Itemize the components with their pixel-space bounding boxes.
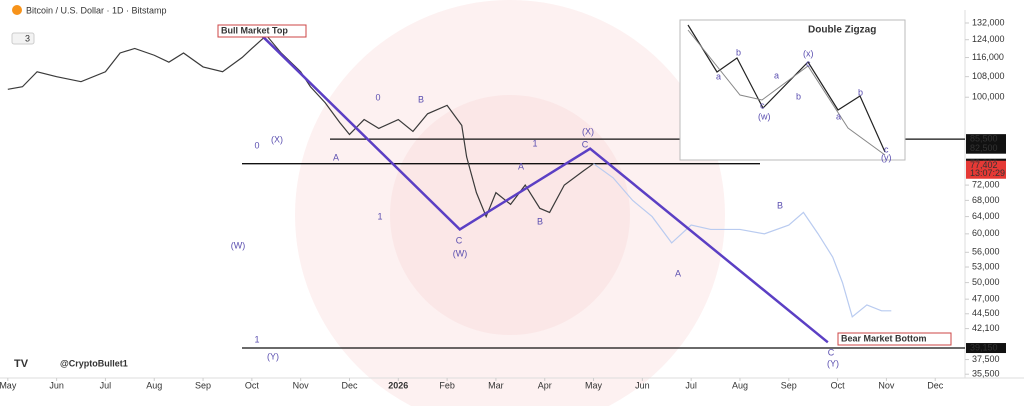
inset: Double Zigzag a b (w) c a b (x) c a b c …	[679, 19, 906, 162]
wave-label: 0	[375, 92, 380, 102]
inset-label: (w)	[758, 111, 771, 121]
y-tick-label: 50,000	[972, 277, 1000, 287]
y-tick-label: 64,000	[972, 211, 1000, 221]
x-tick-label: Mar	[488, 380, 504, 390]
y-tick-label: 100,000	[972, 92, 1005, 102]
x-tick-label: Dec	[927, 380, 944, 390]
wave-label: B	[537, 216, 543, 226]
price-line	[593, 163, 892, 318]
price-label-box	[966, 134, 1006, 145]
inset-label: b	[796, 91, 801, 101]
y-tick-label: 108,000	[972, 71, 1005, 81]
inset-box	[679, 19, 906, 161]
x-tick-label: Jul	[685, 380, 697, 390]
y-tick-label: 44,500	[972, 308, 1000, 318]
inset-label: a	[836, 111, 841, 121]
wave-label: (W)	[453, 248, 468, 258]
price-label: 82,500	[970, 143, 998, 153]
y-tick-label: 124,000	[972, 34, 1005, 44]
price-label: 77,402	[970, 160, 998, 170]
inset-label: c	[806, 58, 811, 68]
y-tick-label: 60,000	[972, 228, 1000, 238]
y-tick-label: 35,500	[972, 369, 1000, 379]
wave-label: B	[777, 200, 783, 210]
wave-label: 0	[254, 140, 259, 150]
wave-label: 1	[377, 211, 382, 221]
y-tick-label: 37,500	[972, 354, 1000, 364]
x-tick-label: Oct	[245, 380, 260, 390]
x-tick-label: Nov	[293, 380, 310, 390]
inset-label: b	[736, 47, 741, 57]
x-tick-label: Jul	[100, 380, 112, 390]
inset-label: (x)	[803, 48, 814, 58]
x-tick-label: Aug	[732, 380, 748, 390]
price-label: 85,500	[970, 134, 998, 144]
inset-title: Double Zigzag	[808, 25, 876, 36]
wave-label: (X)	[582, 126, 594, 136]
chart-title: Bitcoin / U.S. Dollar · 1D · Bitstamp	[26, 5, 167, 15]
price-label-box	[966, 143, 1006, 154]
inset-label: (y)	[881, 152, 892, 162]
inset-label: a	[716, 71, 721, 81]
wave-label: C	[582, 139, 589, 149]
x-tick-label: May	[0, 380, 17, 390]
wave-label: (Y)	[827, 358, 839, 368]
x-tick-label: Jun	[49, 380, 64, 390]
y-tick-label: 56,000	[972, 247, 1000, 257]
y-tick-label: 42,100	[972, 323, 1000, 333]
wave-label: A	[333, 152, 339, 162]
x-tick-label: 2026	[388, 380, 408, 390]
annotation: Bear Market Bottom	[841, 333, 927, 343]
wave-label: B	[418, 94, 424, 104]
annotation-box	[217, 24, 307, 38]
wave-path	[260, 34, 829, 344]
y-tick-label: 116,000	[972, 52, 1004, 62]
x-tick-label: Aug	[146, 380, 162, 390]
x-tick-label: Dec	[341, 380, 358, 390]
logo	[12, 5, 22, 15]
wave-label: (W)	[231, 240, 246, 250]
indicator-button[interactable]	[11, 32, 35, 45]
x-tick-label: May	[585, 380, 603, 390]
x-tick-label: Feb	[439, 380, 455, 390]
y-tick-label: 47,000	[972, 294, 1000, 304]
wave-label: 1	[254, 334, 259, 344]
inset-label: b	[858, 87, 863, 97]
price-line	[7, 34, 594, 219]
author: @CryptoBullet1	[60, 358, 128, 368]
annotation: Bull Market Top	[221, 25, 288, 35]
wave-label: 1	[532, 138, 537, 148]
wave-label: A	[518, 161, 524, 171]
inset-wave	[687, 29, 886, 156]
wave-label: C	[828, 347, 835, 357]
x-tick-label: Apr	[538, 380, 552, 390]
y-tick-label: 132,000	[972, 17, 1005, 27]
inset-label: c	[760, 100, 765, 110]
indicator-count[interactable]: 3	[25, 33, 30, 43]
x-tick-label: Nov	[878, 380, 895, 390]
x-tick-label: Jun	[635, 380, 650, 390]
x-tick-label: Sep	[195, 380, 211, 390]
watermark	[390, 95, 630, 335]
inset-label: a	[774, 70, 779, 80]
annotation-box	[837, 332, 952, 346]
wave-label: A	[675, 268, 681, 278]
price-label-box	[966, 343, 1006, 354]
price-timer: 13:07:29	[970, 168, 1005, 178]
y-tick-label: 53,000	[972, 261, 1000, 271]
x-tick-label: Sep	[781, 380, 797, 390]
price-label-box	[966, 160, 1006, 179]
y-tick-label: 68,000	[972, 195, 1000, 205]
y-tick-label: 72,000	[972, 179, 1000, 189]
x-tick-label: Oct	[831, 380, 846, 390]
logo: TV	[14, 358, 29, 370]
wave-label: C	[456, 235, 463, 245]
wave-label: (X)	[271, 134, 283, 144]
price-label: 39,150	[970, 342, 998, 352]
wave-label: (Y)	[267, 351, 279, 361]
inset-label: c	[884, 144, 889, 154]
